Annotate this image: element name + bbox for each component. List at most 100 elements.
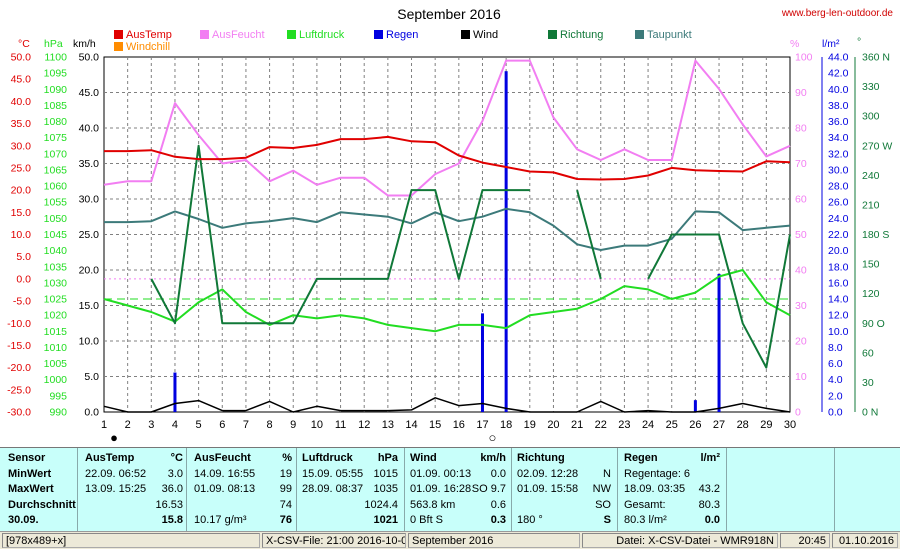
axis-tick-regen: 42.0 xyxy=(828,68,849,80)
rich-max-date: 01.09. 15:58 xyxy=(517,483,579,495)
axis-tick-feucht: 0 xyxy=(795,407,801,419)
unit-regen: l/m² xyxy=(822,38,840,50)
axis-tick-richtung: 300 xyxy=(862,111,880,123)
druck-max-date: 28.09. 08:37 xyxy=(302,483,364,495)
reference-lines xyxy=(104,278,790,300)
unit-austemp: °C xyxy=(170,452,183,464)
temp-min-value: 3.0 xyxy=(167,467,183,480)
unit-temp: °C xyxy=(18,38,30,50)
feucht-abs: 10.17 g/m³ xyxy=(194,514,247,526)
x-tick-label: 3 xyxy=(148,419,154,431)
axis-tick-regen: 0.0 xyxy=(828,407,843,419)
header-austemp: AusTemp xyxy=(85,452,135,464)
axis-tick-richtung: 240 xyxy=(862,170,880,182)
wind-min-value: 0.0 xyxy=(490,467,506,480)
axis-tick-feucht: 90 xyxy=(795,87,807,99)
axis-tick-druck: 1030 xyxy=(44,277,68,289)
x-tick-label: 10 xyxy=(311,419,323,431)
wind-avg-value: 0.6 xyxy=(490,498,506,511)
axis-tick-wind: 15.0 xyxy=(79,300,100,312)
website-link[interactable]: www.berg-len-outdoor.de xyxy=(781,8,894,19)
axis-tick-temp: -20.0 xyxy=(7,362,31,374)
feucht-avg-value: 74 xyxy=(279,498,292,511)
x-tick-label: 13 xyxy=(382,419,394,431)
x-tick-label: 17 xyxy=(476,419,488,431)
series-line-wind xyxy=(103,397,791,413)
x-tick-label: 15 xyxy=(429,419,441,431)
rain-bar xyxy=(504,71,508,412)
axis-tick-richtung: 150 xyxy=(862,259,880,271)
axis-tick-temp: 30.0 xyxy=(11,140,32,152)
status-date: 01.10.2016 xyxy=(832,533,898,548)
unit-ausfeucht: % xyxy=(282,452,292,464)
axis-tick-temp: 40.0 xyxy=(11,96,32,108)
axis-tick-regen: 14.0 xyxy=(828,294,849,306)
axis-tick-wind: 50.0 xyxy=(79,52,100,64)
legend-swatch-temp xyxy=(114,30,123,39)
feucht-min-date: 14.09. 16:55 xyxy=(194,467,256,480)
druck-avg-value: 1024.4 xyxy=(364,498,398,511)
header-regen: Regen xyxy=(624,452,658,464)
axis-tick-temp: -5.0 xyxy=(13,296,31,308)
axis-tick-temp: 15.0 xyxy=(11,207,32,219)
x-tick-label: 12 xyxy=(358,419,370,431)
summary-col-richtung: Richtung 02.09. 12:28 N 01.09. 15:58 NW SO… xyxy=(517,451,611,529)
axis-tick-richtung: 30 xyxy=(862,377,874,389)
status-datei: Datei: X-CSV-Datei - WMR918N xyxy=(582,533,778,548)
axis-tick-richtung: 60 xyxy=(862,347,874,359)
summary-col-regen: Regen l/m² Regentage: 6 18.09. 03:35 43.2 … xyxy=(624,451,720,529)
axis-tick-druck: 990 xyxy=(49,407,67,419)
temp-max-value: 36.0 xyxy=(161,483,183,495)
header-ausfeucht: AusFeucht xyxy=(194,452,251,464)
x-tick-label: 6 xyxy=(219,419,225,431)
druck-min-value: 1015 xyxy=(373,467,398,480)
label-max: MaxWert xyxy=(8,483,54,495)
x-tick-label: 21 xyxy=(571,419,583,431)
axis-tick-druck: 1070 xyxy=(44,148,68,160)
rain-bar xyxy=(693,400,697,412)
axis-tick-richtung: 330 xyxy=(862,81,880,93)
axis-tick-regen: 8.0 xyxy=(828,342,843,354)
axis-tick-regen: 18.0 xyxy=(828,261,849,273)
temp-min-date: 22.09. 06:52 xyxy=(85,467,147,480)
wind-min-date: 01.09. 00:13 xyxy=(410,467,472,480)
x-tick-label: 22 xyxy=(595,419,607,431)
legend-swatch-wind xyxy=(461,30,470,39)
x-tick-label: 29 xyxy=(760,419,772,431)
legend-label-richtung: Richtung xyxy=(560,29,603,41)
feucht-day-value: 76 xyxy=(279,514,292,526)
axis-tick-wind: 40.0 xyxy=(79,123,100,135)
unit-wind: km/h xyxy=(480,452,506,464)
axis-tick-druck: 1010 xyxy=(44,342,68,354)
axis-tick-feucht: 80 xyxy=(795,123,807,135)
axis-tick-druck: 1025 xyxy=(44,294,68,306)
regen-total-value: 80.3 xyxy=(698,498,720,511)
series xyxy=(103,59,791,413)
unit-druck: hPa xyxy=(44,38,63,50)
summary-col-sensor: Sensor MinWert MaxWert Durchschnitt 30.0… xyxy=(8,451,76,529)
wind-bft: 0 Bft S xyxy=(410,514,444,526)
status-file: X-CSV-File: 21:00 2016-10-01 xyxy=(262,533,406,548)
axis-tick-temp: 35.0 xyxy=(11,118,32,130)
axis-tick-temp: -30.0 xyxy=(7,407,31,419)
summary-col-wind: Wind km/h 01.09. 00:13 0.0 01.09. 16:28 SO … xyxy=(410,451,506,529)
axis-tick-regen: 2.0 xyxy=(828,390,843,402)
axis-tick-regen: 22.0 xyxy=(828,229,849,241)
axis-tick-druck: 1065 xyxy=(44,164,68,176)
axis-tick-richtung: 90 O xyxy=(862,318,885,330)
rain-bar xyxy=(173,372,177,412)
axis-tick-feucht: 50 xyxy=(795,229,807,241)
feucht-min-value: 19 xyxy=(279,467,292,480)
legend-label-feucht: AusFeucht xyxy=(212,29,265,41)
axis-tick-richtung: 270 W xyxy=(862,140,892,152)
x-tick-label: 1 xyxy=(101,419,107,431)
axis-tick-richtung: 0 N xyxy=(862,407,878,419)
axis-tick-druck: 1020 xyxy=(44,310,68,322)
temp-avg-value: 16.53 xyxy=(155,498,183,511)
axis-tick-druck: 1015 xyxy=(44,326,68,338)
axis-tick-feucht: 70 xyxy=(795,158,807,170)
regen-max-value: 43.2 xyxy=(698,483,720,495)
wind-day-value: 0.3 xyxy=(490,514,506,526)
moon-marker: ○ xyxy=(489,430,497,445)
x-tick-label: 14 xyxy=(405,419,417,431)
